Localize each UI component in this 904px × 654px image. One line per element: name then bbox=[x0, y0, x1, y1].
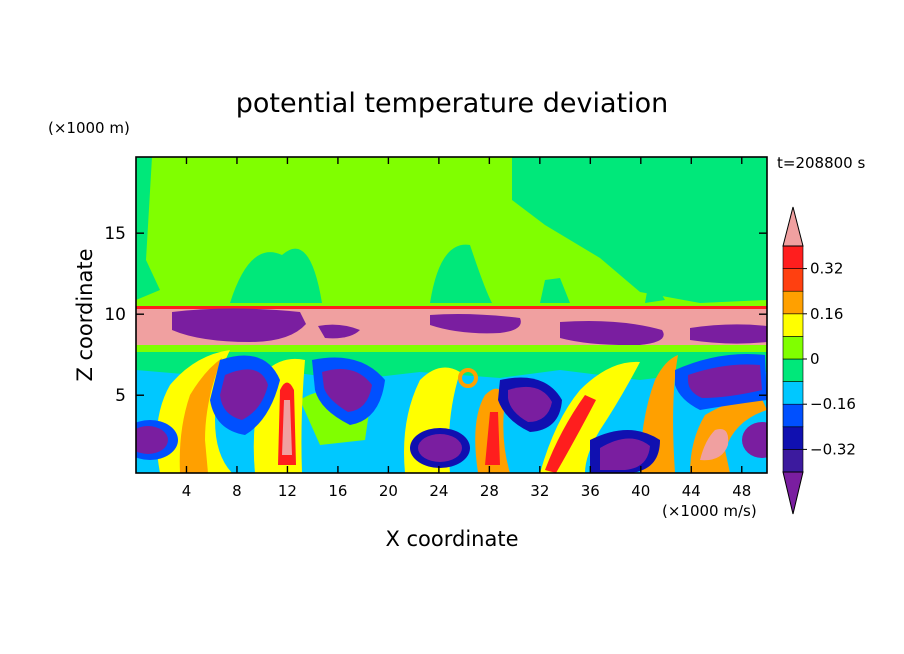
updraft-orange-1 bbox=[179, 358, 222, 473]
inversion-purple-3 bbox=[560, 321, 664, 346]
upper-plume-3 bbox=[540, 278, 570, 303]
eddy-swirl bbox=[458, 368, 478, 388]
colorbar-segment bbox=[782, 245, 804, 269]
cold-pool-1-core bbox=[136, 426, 168, 454]
colorbar: 0.32 0.16 0 −0.16 −0.32 bbox=[782, 206, 856, 515]
colorbar-tick-label: 0.32 bbox=[810, 260, 843, 278]
cold-pool-7 bbox=[742, 422, 767, 458]
colorbar-segment bbox=[782, 449, 804, 473]
upper-plume-2 bbox=[430, 244, 492, 303]
colorbar-segment bbox=[782, 381, 804, 405]
x-tick-label: 48 bbox=[732, 482, 751, 500]
x-tick-label: 44 bbox=[682, 482, 701, 500]
colorbar-tick-label: −0.32 bbox=[810, 440, 856, 458]
x-tick-label: 36 bbox=[581, 482, 600, 500]
x-tick-label: 16 bbox=[328, 482, 347, 500]
updraft-red-4 bbox=[485, 412, 500, 465]
y-axis: 5 10 15 bbox=[104, 224, 767, 406]
inversion-purple-1 bbox=[172, 308, 306, 342]
inversion-purple-4 bbox=[690, 324, 767, 344]
colorbar-tick-label: −0.16 bbox=[810, 395, 856, 413]
x-axis: 4 8 12 16 20 24 28 32 36 40 44 48 bbox=[182, 157, 751, 500]
inversion-purple-2 bbox=[430, 314, 521, 334]
time-label: t=208800 s bbox=[777, 154, 865, 172]
y-tick-label: 15 bbox=[104, 224, 126, 244]
colorbar-extend-low bbox=[782, 471, 804, 515]
downdraft-2-core bbox=[322, 368, 372, 412]
x-tick-label: 20 bbox=[379, 482, 398, 500]
x-tick-label: 24 bbox=[429, 482, 448, 500]
upper-field-region bbox=[136, 157, 767, 303]
x-tick-label: 8 bbox=[232, 482, 242, 500]
updraft-red-5 bbox=[545, 395, 596, 473]
colorbar-segment bbox=[782, 403, 804, 428]
x-tick-label: 40 bbox=[631, 482, 650, 500]
colorbar-segment bbox=[782, 336, 804, 360]
y-tick-label: 5 bbox=[115, 386, 126, 406]
x-tick-label: 28 bbox=[480, 482, 499, 500]
y-unit-label: (×1000 m) bbox=[48, 119, 130, 137]
colorbar-tick-label: 0 bbox=[810, 350, 820, 368]
downdraft-4-core bbox=[508, 386, 552, 422]
plot-frame bbox=[135, 156, 768, 474]
x-unit-label: (×1000 m/s) bbox=[662, 502, 757, 520]
inversion-band-red bbox=[136, 306, 767, 309]
x-tick-label: 12 bbox=[278, 482, 297, 500]
x-tick-label: 32 bbox=[530, 482, 549, 500]
lower-green-band bbox=[136, 345, 767, 352]
chart-title: potential temperature deviation bbox=[236, 88, 668, 119]
updraft-pink-7 bbox=[700, 429, 729, 461]
colorbar-segment bbox=[782, 290, 804, 315]
contour-field bbox=[136, 157, 767, 473]
downdraft-6-core bbox=[688, 364, 762, 398]
cold-pool-5-core bbox=[600, 438, 650, 470]
colorbar-segment bbox=[782, 426, 804, 450]
colorbar-segment bbox=[782, 313, 804, 337]
colorbar-segment bbox=[782, 268, 804, 292]
colorbar-segment bbox=[782, 358, 804, 382]
y-tick-label: 10 bbox=[104, 305, 126, 325]
upper-plume-4 bbox=[645, 275, 665, 303]
updraft-pink-2 bbox=[282, 400, 292, 455]
y-axis-label: Z coordinate bbox=[73, 248, 97, 381]
downdraft-1-core bbox=[220, 369, 268, 420]
upper-plume-1 bbox=[230, 248, 322, 303]
cold-pool-3-core bbox=[418, 434, 462, 462]
x-axis-label: X coordinate bbox=[385, 527, 518, 551]
colorbar-tick-label: 0.16 bbox=[810, 305, 843, 323]
inversion-purple-5 bbox=[318, 324, 360, 339]
x-tick-label: 4 bbox=[182, 482, 192, 500]
colorbar-extend-high bbox=[782, 206, 804, 247]
